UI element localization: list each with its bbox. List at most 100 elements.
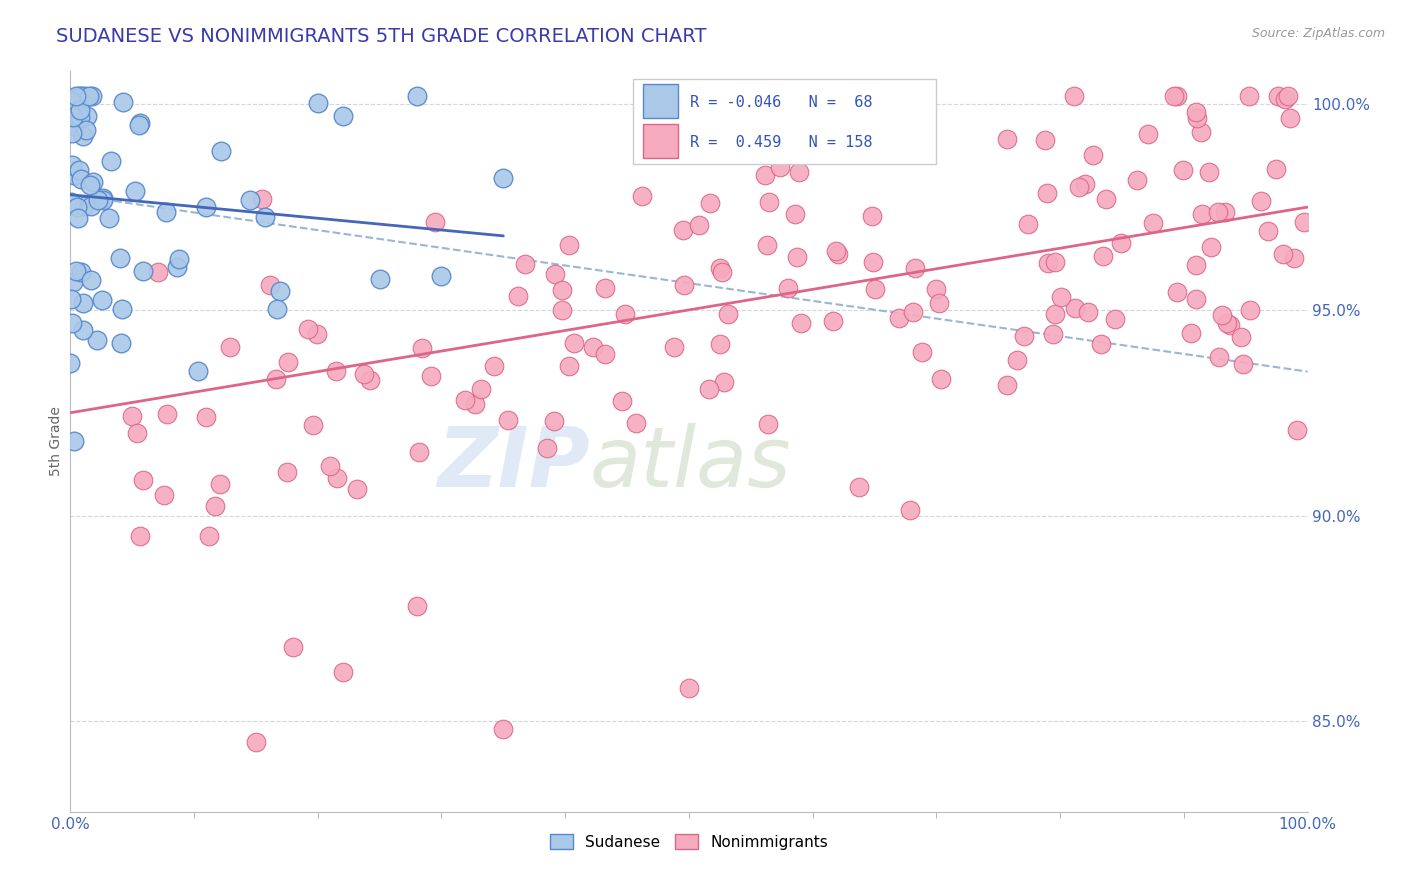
Point [277,355,299,369]
Point [319,459,342,474]
Point [72,295,94,310]
Point [1166,89,1188,103]
Point [1279,112,1302,126]
Point [1239,302,1261,317]
Text: R =  0.459   N = 158: R = 0.459 N = 158 [690,135,873,150]
Point [1094,192,1116,206]
Point [790,316,813,330]
Point [166,260,188,274]
Point [613,307,636,321]
Point [111,301,134,316]
Point [325,364,347,378]
Point [423,215,446,229]
Point [73,199,96,213]
Point [1081,148,1104,162]
Point [276,465,298,479]
Point [62,110,84,124]
Point [904,261,927,276]
Point [307,326,329,341]
Point [195,200,218,214]
Point [1265,162,1288,177]
Point [194,410,217,425]
Point [353,368,375,382]
Point [582,340,605,354]
Point [70,265,93,279]
Point [1069,180,1091,194]
Text: ZIP: ZIP [437,423,591,504]
Point [1036,255,1059,269]
Point [1284,252,1306,266]
Point [1005,353,1028,368]
Point [93,194,115,208]
Point [678,681,700,696]
Point [127,426,149,441]
Point [671,223,693,237]
Point [209,144,232,158]
Point [80,89,103,103]
Point [1142,216,1164,230]
Point [87,193,110,207]
Point [62,275,84,289]
Point [1184,104,1206,119]
Point [67,89,90,103]
Point [551,284,574,298]
Point [1136,127,1159,141]
Point [110,336,132,351]
Point [82,175,104,189]
Point [79,178,101,193]
Point [558,237,581,252]
Point [269,284,291,298]
Point [709,261,731,276]
Point [1077,304,1099,318]
Point [60,194,83,209]
Point [69,94,91,108]
Point [253,210,276,224]
Point [593,281,616,295]
Point [1191,207,1213,221]
Point [198,529,221,543]
Point [72,128,94,143]
Point [70,89,93,103]
Point [332,109,354,123]
Point [93,191,115,205]
Point [75,123,97,137]
Point [1219,318,1241,332]
Point [1185,292,1208,306]
Point [259,278,281,293]
Point [898,502,921,516]
Point [408,445,430,459]
Point [1216,316,1239,330]
Point [368,272,391,286]
Point [928,295,950,310]
Point [713,376,735,390]
Point [925,282,948,296]
Point [346,482,368,496]
Point [786,250,808,264]
Point [1239,89,1261,103]
Point [80,272,103,286]
Text: SUDANESE VS NONIMMIGRANTS 5TH GRADE CORRELATION CHART: SUDANESE VS NONIMMIGRANTS 5TH GRADE CORR… [56,27,707,45]
Point [1199,240,1222,254]
Point [59,356,82,370]
Point [536,441,558,455]
Point [931,372,953,386]
Point [100,154,122,169]
Point [69,110,91,124]
Point [717,307,740,321]
Point [66,211,89,225]
Point [60,94,83,108]
Point [1274,91,1296,105]
Point [911,345,934,359]
Point [73,89,96,103]
Point [405,89,427,103]
Point [204,499,226,513]
Point [1163,89,1185,103]
Point [124,184,146,198]
Point [903,305,925,319]
Point [132,473,155,487]
Text: R = -0.046   N =  68: R = -0.046 N = 68 [690,95,873,110]
Point [187,364,209,378]
Point [860,209,883,223]
Point [167,252,190,266]
Legend: Sudanese, Nonimmigrants: Sudanese, Nonimmigrants [544,828,834,856]
